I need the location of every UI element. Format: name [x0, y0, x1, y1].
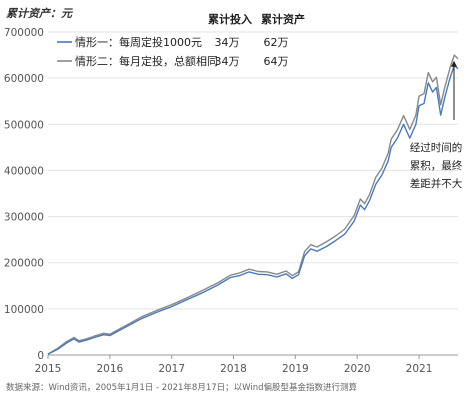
- series-line-1: [47, 64, 459, 355]
- y-tick-label: 200000: [4, 258, 44, 270]
- series-lines: [47, 54, 459, 355]
- x-tick-labels: 2015 2016 2017 2018 2019 2020 2021: [35, 363, 433, 375]
- legend-header-invest: 累计投入: [208, 12, 252, 26]
- annotation-text: 经过时间的: [410, 141, 463, 154]
- annotation-text: 差距并不大: [410, 177, 463, 190]
- legend-header-assets: 累计资产: [261, 12, 305, 26]
- legend-assets-value: 64万: [264, 55, 289, 68]
- legend-invest-value: 34万: [215, 55, 240, 68]
- y-axis-title: 累计资产：元: [6, 7, 72, 20]
- line-chart: 0 100000 200000 300000 400000 500000 600000 700…: [4, 12, 463, 375]
- y-tick-label: 600000: [4, 73, 44, 85]
- x-tick-label: 2015: [35, 363, 62, 375]
- x-tick-label: 2019: [282, 363, 309, 375]
- y-tick-label: 500000: [4, 119, 44, 131]
- x-tick-label: 2016: [96, 363, 123, 375]
- y-tick-labels: 0 100000 200000 300000 400000 500000 600000 700…: [4, 27, 44, 362]
- source-note: 数据来源：Wind资讯，2005年1月1日 - 2021年8月17日；以Wind…: [6, 383, 358, 393]
- x-tick-label: 2020: [344, 363, 371, 375]
- x-tick-label: 2018: [220, 363, 247, 375]
- y-tick-label: 300000: [4, 212, 44, 224]
- y-tick-label: 100000: [4, 304, 44, 316]
- x-tick-label: 2021: [406, 363, 433, 375]
- y-tick-label: 400000: [4, 165, 44, 177]
- annotation-text: 累积，最终: [410, 159, 463, 172]
- y-tick-label: 700000: [4, 27, 44, 39]
- y-tick-label: 0: [37, 350, 44, 362]
- x-tick-label: 2017: [158, 363, 185, 375]
- series-line-2: [47, 54, 459, 355]
- legend-series-name: 情形二：每月定投，总额相同: [75, 54, 218, 68]
- legend-assets-value: 62万: [264, 36, 289, 49]
- grid-lines: [47, 31, 458, 359]
- legend-invest-value: 34万: [215, 36, 240, 49]
- legend-series-name: 情形一：每周定投1000元: [75, 35, 202, 49]
- annotation-arrow-head: [451, 60, 457, 67]
